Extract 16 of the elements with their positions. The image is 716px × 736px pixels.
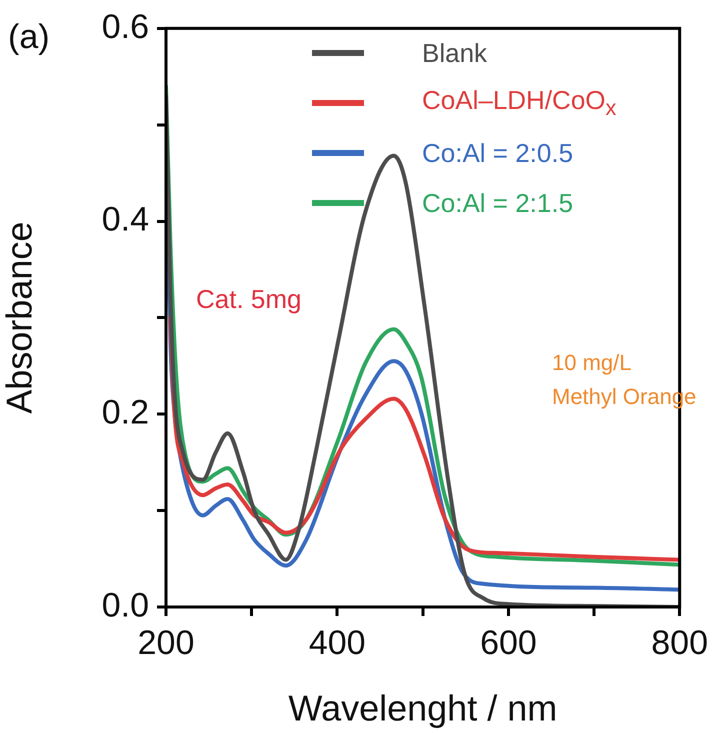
y-tick-label: 0.4 [102,200,149,239]
legend-label: Blank [422,38,488,68]
legend-label: CoAl–LDH/CoO$_{x}$ [422,84,616,122]
x-tick-label: 400 [308,624,366,662]
x-axis-title: Wavelenght / nm [288,687,558,728]
legend-label: Co:Al = 2:0.5 [422,138,574,168]
annotation: Cat. 5mg [196,283,302,316]
x-tick-label: 200 [138,624,194,662]
y-axis-title: Absorbance [0,222,40,414]
x-tick-label: 800 [651,624,708,662]
y-tick-label: 0.0 [102,586,149,624]
legend-label: Co:Al = 2:1.5 [422,188,574,218]
x-tick-label: 600 [480,624,537,662]
y-tick-label: 0.2 [102,394,149,432]
y-tick-label: 0.6 [102,8,149,46]
text: (a) [8,18,50,56]
